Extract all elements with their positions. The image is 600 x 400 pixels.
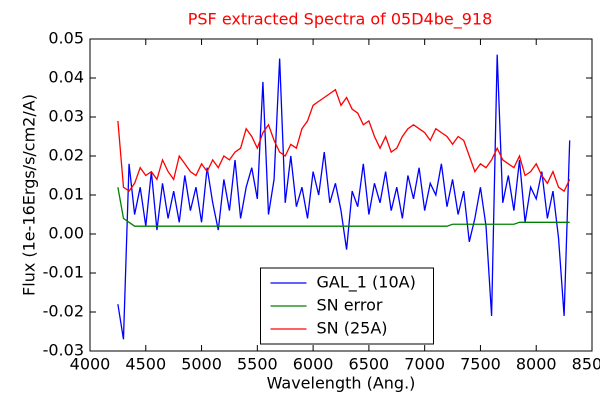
x-tick-label: 4500 [125,355,166,374]
legend-label: SN error [317,296,383,315]
series-line [117,88,571,193]
y-axis-label: Flux (1e-16Ergs/s/cm2/A) [20,94,39,296]
y-tick-label: 0.00 [48,224,84,243]
x-tick-label: 4000 [70,355,111,374]
legend-label: SN (25A) [317,319,388,338]
x-tick-label: 7000 [404,355,445,374]
y-tick-label: 0.02 [48,146,84,165]
x-axis-label: Wavelength (Ang.) [267,374,416,393]
y-tick-label: -0.03 [43,341,84,360]
x-tick-label: 6500 [349,355,390,374]
x-tick-label: 8000 [516,355,557,374]
series-line [117,187,570,227]
y-tick-label: -0.01 [43,263,84,282]
x-tick-label: 8500 [572,355,600,374]
x-tick-label: 7500 [460,355,501,374]
series-line [117,54,571,340]
y-tick-label: 0.04 [48,68,84,87]
x-tick-label: 5000 [181,355,222,374]
y-tick-label: 0.03 [48,107,84,126]
x-tick-label: 6000 [293,355,334,374]
chart-title: PSF extracted Spectra of 05D4be_918 [188,10,493,30]
legend-label: GAL_1 (10A) [317,273,416,293]
y-tick-label: -0.02 [43,302,84,321]
y-tick-label: 0.01 [48,185,84,204]
x-tick-label: 5500 [237,355,278,374]
y-tick-label: 0.05 [48,29,84,48]
